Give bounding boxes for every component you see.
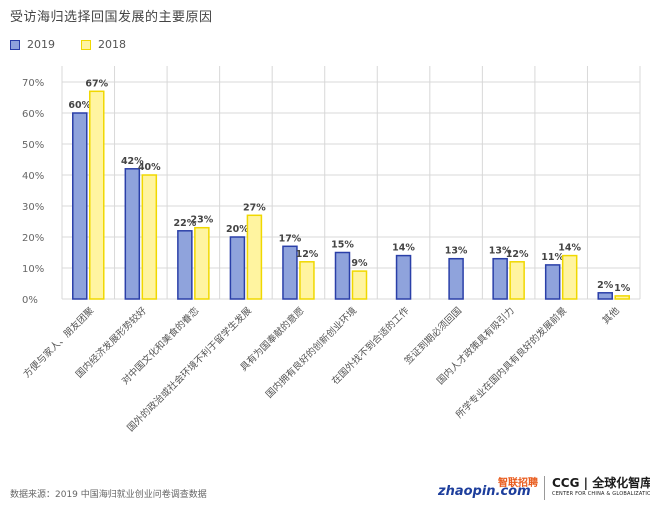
legend: 2019 2018 [10,38,152,51]
bar-2019 [72,112,88,300]
data-label-2019: 60% [68,100,91,111]
data-label-2018: 23% [190,215,213,226]
y-tick-label: 50% [22,140,44,151]
bar-2019 [597,292,613,300]
bar-2019 [334,251,351,300]
data-label-2019: 11% [541,252,564,263]
data-label-2019: 22% [173,218,196,229]
legend-item-2019: 2019 [10,38,55,51]
data-label-2019: 20% [226,224,249,235]
y-tick-label: 20% [22,233,44,244]
source-note: 数据来源：2019 中国海归就业创业问卷调查数据 [10,490,207,500]
data-label-2019: 17% [279,233,302,244]
y-tick-label: 40% [22,171,44,182]
data-label-2019: 13% [445,246,468,257]
data-label-2019: 2% [597,280,614,291]
data-label-2019: 13% [489,246,512,257]
ccg-logo-text-bottom: CENTER FOR CHINA & GLOBALIZATION [552,491,650,497]
x-category-label: 其他 [600,304,622,326]
ccg-logo-text-top: CCG | 全球化智库 [552,476,650,490]
legend-label-2019: 2019 [27,38,55,51]
data-label-2019: 14% [392,243,415,254]
y-tick-label: 0% [22,295,38,306]
bar-2018 [509,261,525,300]
data-label-2018: 40% [138,162,161,173]
legend-item-2018: 2018 [81,38,126,51]
x-category-label: 签证到期必须回国 [402,305,464,367]
legend-swatch-2018 [81,39,91,50]
bar-2019 [492,257,508,300]
chart-title: 受访海归选择回国发展的主要原因 [10,10,213,25]
bar-2018 [614,295,630,300]
y-tick-label: 60% [22,109,44,120]
x-category-label: 国内拥有良好的创新创业环境 [263,304,359,400]
data-label-2018: 14% [558,243,581,254]
y-tick-label: 70% [22,78,44,89]
data-label-2018: 9% [351,258,368,269]
data-label-2018: 12% [296,249,319,260]
bar-2018 [89,90,105,300]
zhaopin-logo-text-bottom: zhaopin.com [438,484,531,499]
zhaopin-logo-text-top: 智联招聘 [498,478,538,489]
bar-2019 [124,168,141,300]
bar-2018 [351,270,368,300]
legend-label-2018: 2018 [98,38,126,51]
data-label-2019: 42% [121,156,144,167]
bar-2019 [544,264,561,300]
y-tick-label: 10% [22,264,44,275]
data-label-2018: 1% [614,283,631,294]
bar-2019 [229,236,246,300]
data-label-2018: 67% [85,78,108,89]
bar-2019 [395,254,412,300]
bar-2018 [561,254,578,300]
bar-2018 [194,226,210,300]
bar-2018 [246,214,263,300]
bar-chart: 0%10%20%30%40%50%60%70%60%67%方便与家人、朋友团聚4… [21,66,641,434]
legend-swatch-2019 [10,39,20,50]
bar-2018 [141,174,158,300]
ccg-logo: CCG | 全球化智库 CENTER FOR CHINA & GLOBALIZA… [552,474,650,502]
bar-2019 [282,245,298,300]
zhaopin-logo: 智联招聘 zhaopin.com [438,474,542,500]
bar-2019 [177,230,193,300]
bar-2018 [299,261,315,300]
logo-divider [544,476,545,500]
bar-2019 [448,257,464,300]
data-label-2018: 27% [243,202,266,213]
x-category-label: 所学专业在国内具有良好的发展前景 [453,305,569,421]
data-label-2019: 15% [331,240,354,251]
data-label-2018: 12% [506,249,529,260]
y-tick-label: 30% [22,202,44,213]
